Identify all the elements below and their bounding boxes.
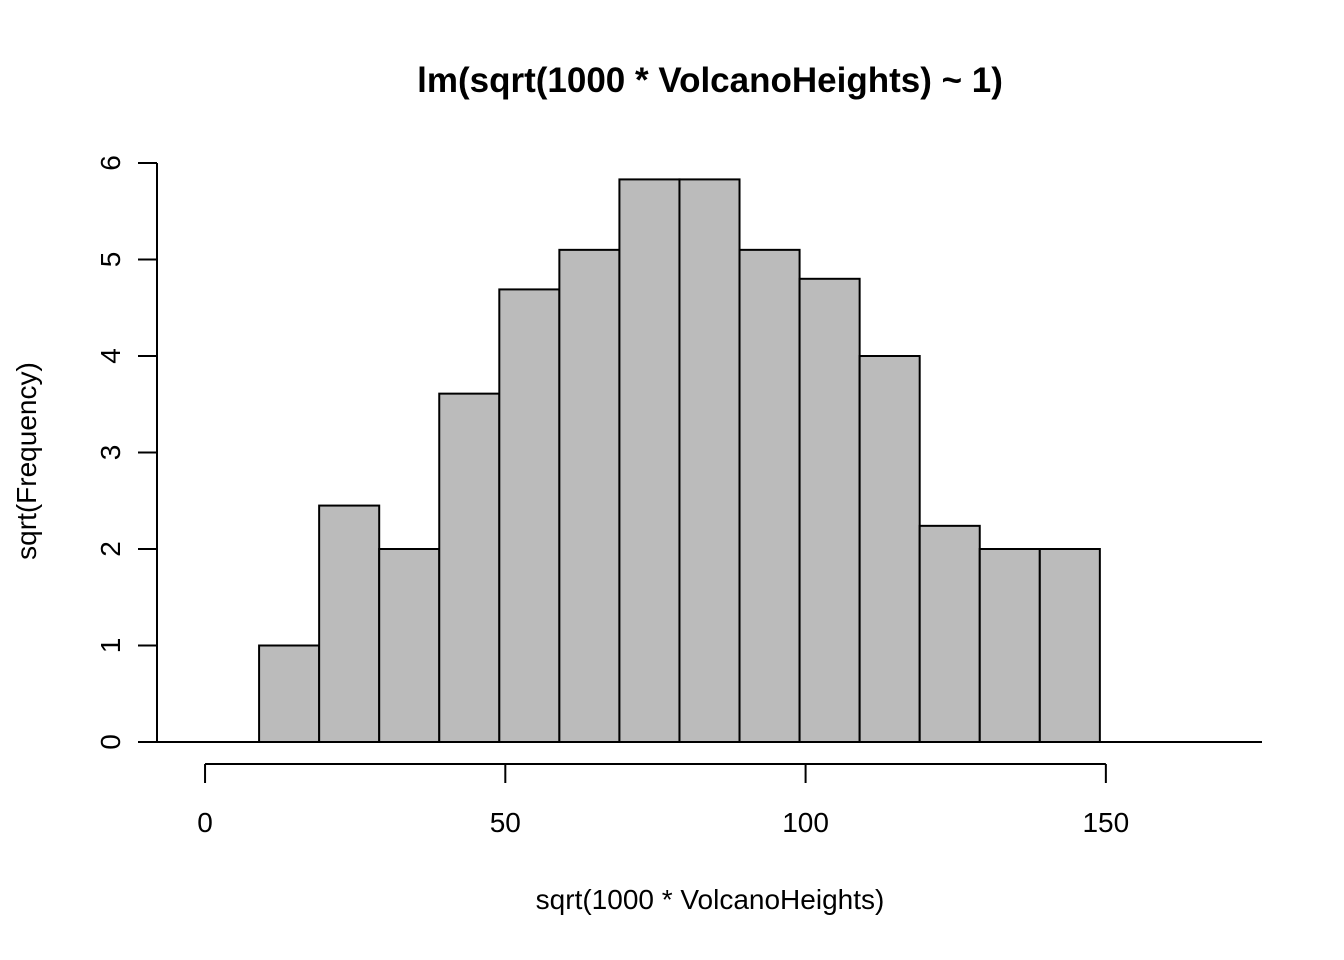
histogram-bar	[318, 504, 381, 744]
histogram-bar	[618, 178, 681, 743]
histogram-bar	[438, 392, 501, 743]
histogram-bar	[378, 548, 441, 743]
histogram-bar	[798, 277, 861, 743]
y-tick-label: 2	[95, 541, 126, 557]
histogram-bar	[918, 524, 981, 744]
y-tick-label: 0	[95, 734, 126, 750]
x-axis: 0 50 100 150	[197, 763, 1129, 838]
bar-group	[258, 178, 1101, 744]
y-tick-label: 4	[95, 348, 126, 364]
histogram-bar	[1038, 548, 1101, 743]
y-tick-label: 1	[95, 638, 126, 654]
histogram-bar	[978, 548, 1041, 743]
x-tick-label: 50	[490, 807, 521, 838]
x-axis-label: sqrt(1000 * VolcanoHeights)	[536, 884, 885, 915]
x-tick-label: 100	[782, 807, 829, 838]
histogram-bar	[738, 248, 801, 743]
y-axis-label: sqrt(Frequency)	[11, 362, 42, 560]
histogram-bar	[498, 288, 561, 743]
y-tick-label: 6	[95, 155, 126, 171]
histogram-bar	[258, 644, 321, 743]
histogram-bar	[678, 178, 741, 743]
y-axis: 0 1 2 3 4 5 6	[95, 155, 158, 750]
histogram-bar	[558, 248, 621, 743]
x-tick-label: 150	[1082, 807, 1129, 838]
x-tick-label: 0	[197, 807, 213, 838]
y-tick-label: 5	[95, 252, 126, 268]
chart-title: lm(sqrt(1000 * VolcanoHeights) ~ 1)	[417, 61, 1003, 100]
y-tick-label: 3	[95, 445, 126, 461]
histogram-bar	[858, 355, 921, 743]
